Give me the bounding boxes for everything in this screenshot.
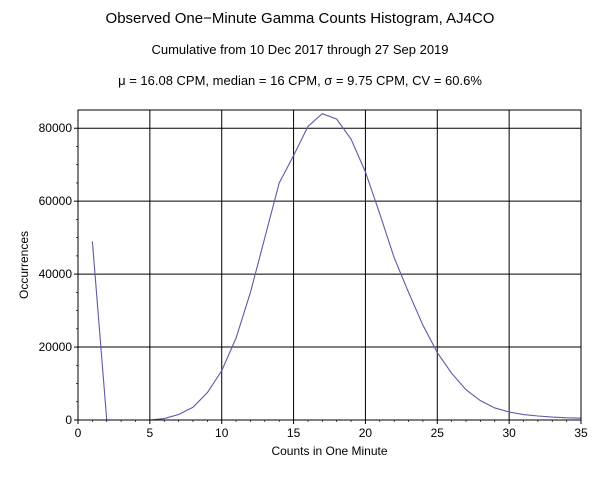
y-tick-label: 60000 bbox=[39, 194, 73, 208]
series-line-main bbox=[149, 113, 582, 421]
x-tick-label: 35 bbox=[574, 426, 588, 440]
x-tick-label: 10 bbox=[215, 426, 229, 440]
x-tick-label: 20 bbox=[359, 426, 373, 440]
x-tick-label: 30 bbox=[502, 426, 516, 440]
y-tick-label: 20000 bbox=[39, 340, 73, 354]
y-tick-label: 0 bbox=[65, 413, 72, 427]
plot-frame bbox=[77, 109, 582, 421]
chart-stats-line: μ = 16.08 CPM, median = 16 CPM, σ = 9.75… bbox=[118, 73, 482, 88]
series-line-low bbox=[91, 241, 108, 421]
series-layer bbox=[91, 113, 582, 421]
x-axis-label: Counts in One Minute bbox=[271, 444, 387, 458]
axes-layer: 0 5 10 15 20 25 30 35 0 20000 40000 60000 80000 bbox=[39, 109, 588, 440]
y-tick-label: 40000 bbox=[39, 267, 73, 281]
x-tick-label: 25 bbox=[431, 426, 445, 440]
chart-subtitle: Cumulative from 10 Dec 2017 through 27 S… bbox=[151, 42, 449, 57]
x-tick-label: 15 bbox=[287, 426, 301, 440]
chart-title: Observed One−Minute Gamma Counts Histogr… bbox=[105, 10, 495, 27]
y-axis-label: Occurrences bbox=[17, 231, 31, 299]
y-tick-label: 80000 bbox=[39, 121, 73, 135]
x-tick-label: 5 bbox=[147, 426, 154, 440]
grid-layer bbox=[78, 110, 581, 420]
x-tick-label: 0 bbox=[75, 426, 82, 440]
